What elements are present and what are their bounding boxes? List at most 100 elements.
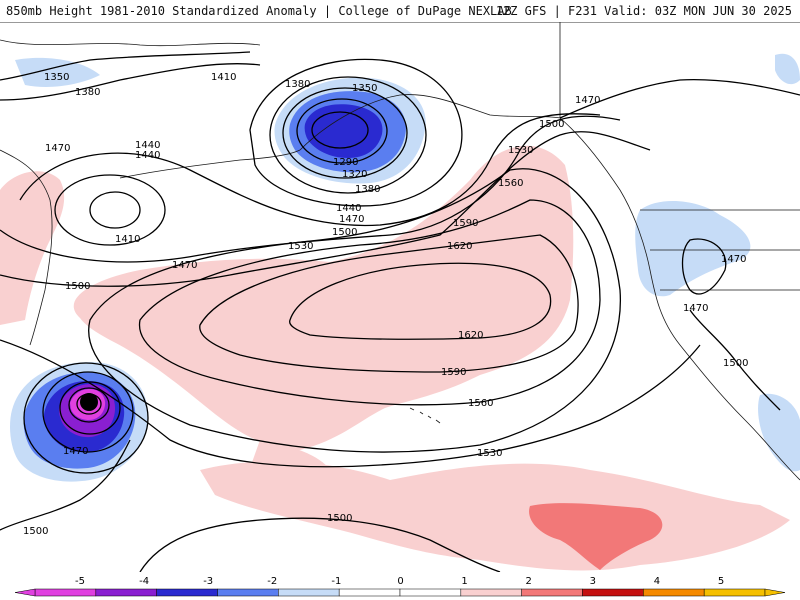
contour-label: 1500 [23,526,48,537]
contour-line [42,371,134,453]
positive-anomaly-area [200,461,790,571]
north-america-coast [559,117,800,481]
contour-line [0,115,621,263]
colorbar-swatch [643,588,705,597]
contour-label: 1500 [723,358,748,369]
contour-label: 1470 [339,214,364,225]
contour-label: 1410 [211,72,236,83]
contour-label: 1440 [135,150,160,161]
colorbar-swatch [95,588,157,597]
contour-label: 1440 [336,203,361,214]
siberia-coast [0,39,261,47]
contour-label: 1530 [477,448,502,459]
contour-label: 1500 [65,281,90,292]
colorbar-swatch [217,588,279,597]
colorbar-tick-label: -5 [75,576,85,587]
contour-line [89,191,141,229]
contour-line [689,309,781,411]
contour-line [88,168,622,453]
contour-line [0,63,261,101]
contour-label: 1380 [285,79,310,90]
colorbar-graphic: -5 -4 -3 -2 -1 0 1 2 3 4 5 [14,576,786,597]
contour-label: 1380 [75,87,100,98]
colorbar-extend-low [14,588,36,597]
contour-line [559,79,800,119]
colorbar-tick-label: -1 [331,576,341,587]
coastlines [0,22,800,481]
contour-line [59,381,121,435]
contour-label: 1560 [498,178,523,189]
title-bar: 850mb Height 1981-2010 Standardized Anom… [0,0,800,23]
colorbar-swatch [156,588,218,597]
positive-anomaly-area [250,440,330,477]
colorbar-tick-label: 2 [526,576,532,587]
colorbar-tick-label: -2 [267,576,277,587]
contour-label: 1440 [135,140,160,151]
alaska-coast [299,22,561,151]
contour-label: 1530 [508,145,533,156]
strong-positive-anomaly-area [529,503,663,570]
contour-label: 1470 [683,303,708,314]
colorbar-tick-label: 5 [718,576,724,587]
contour-line [23,362,149,474]
us-borders [640,209,800,291]
contour-label: 1320 [342,169,367,180]
contour-line [19,113,601,227]
hawaii-islands [409,407,441,424]
typhoon-core [80,393,98,411]
contour-label: 1500 [332,227,357,238]
contour-line [54,174,166,246]
contour-line [138,199,601,406]
contour-label: 1350 [44,72,69,83]
colorbar-tick-label: 4 [654,576,660,587]
contour-line [289,262,552,340]
contour-label: 1590 [441,367,466,378]
contour-line [296,98,388,164]
colorbar-swatch [34,588,97,597]
contour-label: 1350 [352,83,377,94]
negative-anomaly-area [15,57,100,87]
colorbar-tick-label: -4 [139,576,149,587]
contour-label: 1470 [63,446,88,457]
anomaly-fills [0,53,800,571]
contour-label: 1470 [721,254,746,265]
contour-label: 1470 [172,260,197,271]
contour-label: 1380 [355,184,380,195]
colorbar-tick-label: 3 [590,576,596,587]
colorbar-swatch [582,588,644,597]
contour-line [311,111,369,149]
contour-label: 1500 [539,119,564,130]
contour-line [681,238,727,295]
contour-labels: 1350 1380 1410 1380 1350 1470 1440 1440 … [23,72,748,537]
negative-anomaly-area [775,53,800,85]
negative-anomaly-area [635,200,751,297]
contour-line [269,76,427,194]
contour-label: 1530 [288,241,313,252]
colorbar-swatches [14,588,786,597]
colorbar-swatch [521,588,583,597]
positive-anomaly-area [0,171,65,325]
model-valid-time: 12Z GFS | F231 Valid: 03Z MON JUN 30 202… [495,4,792,18]
colorbar-ticks: -5 -4 -3 -2 -1 0 1 2 3 4 5 [75,576,724,587]
colorbar-tick-label: 0 [397,576,403,587]
contour-label: 1290 [333,157,358,168]
contour-line [68,387,110,423]
contour-label: 1620 [447,241,472,252]
contour-line [76,393,102,415]
colorbar-tick-label: -3 [203,576,213,587]
contour-line [199,234,579,373]
map-title: 850mb Height 1981-2010 Standardized Anom… [6,4,512,18]
contour-label: 1620 [458,330,483,341]
colorbar-swatch [703,588,766,597]
asia-coast [0,149,53,346]
colorbar-extend-high [764,588,786,597]
anomaly-colorbar: -5 -4 -3 -2 -1 0 1 2 3 4 5 [0,572,800,600]
contour-label: 1590 [453,218,478,229]
contour-label: 1470 [575,95,600,106]
negative-anomaly-area [758,393,800,472]
contour-line [0,51,251,81]
contour-line [282,87,408,179]
contour-line [0,339,701,468]
contour-label: 1410 [115,234,140,245]
